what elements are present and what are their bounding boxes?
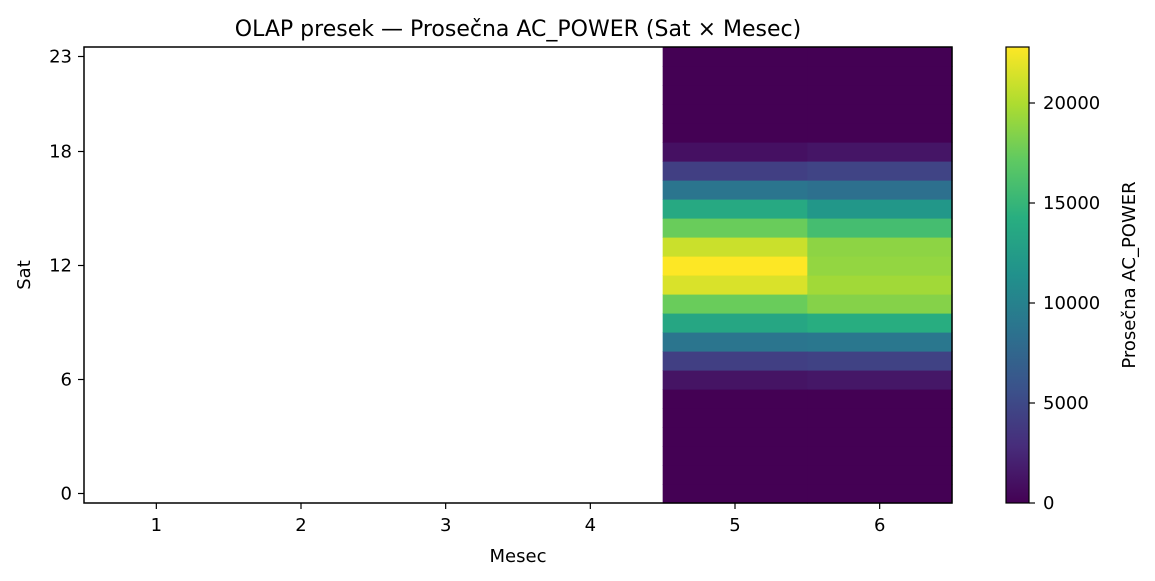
colorbar-tick-label: 15000 bbox=[1043, 193, 1100, 214]
x-axis-ticks: 1 2 3 4 5 6 bbox=[151, 503, 885, 536]
heatmap-cell bbox=[807, 465, 953, 485]
heatmap-cell bbox=[662, 85, 808, 105]
heatmap-cell bbox=[662, 66, 808, 86]
heatmap-cell bbox=[662, 465, 808, 485]
x-tick-label: 3 bbox=[440, 515, 451, 536]
y-tick-label: 23 bbox=[49, 47, 72, 68]
x-tick-label: 2 bbox=[295, 515, 306, 536]
colorbar-tick-label: 20000 bbox=[1043, 93, 1100, 114]
heatmap-cell bbox=[662, 389, 808, 409]
heatmap-cell bbox=[662, 313, 808, 333]
heatmap-cell bbox=[662, 370, 808, 390]
x-tick-label: 4 bbox=[585, 515, 596, 536]
heatmap-cell bbox=[807, 351, 953, 371]
heatmap-cell bbox=[807, 161, 953, 181]
heatmap-cell bbox=[807, 313, 953, 333]
heatmap-cell bbox=[807, 237, 953, 257]
y-tick-label: 18 bbox=[49, 142, 72, 163]
y-tick-label: 6 bbox=[61, 370, 72, 391]
y-tick-label: 12 bbox=[49, 256, 72, 277]
heatmap-cell bbox=[807, 446, 953, 466]
heatmap-cell bbox=[807, 484, 953, 504]
heatmap-cell bbox=[662, 123, 808, 143]
colorbar-label: Prosečna AC_POWER bbox=[1119, 181, 1140, 368]
colorbar bbox=[1005, 46, 1030, 504]
heatmap-cell bbox=[807, 47, 953, 67]
heatmap-cell bbox=[662, 484, 808, 504]
heatmap-cell bbox=[662, 199, 808, 219]
heatmap-cells bbox=[662, 47, 953, 504]
y-tick-label: 0 bbox=[61, 484, 72, 505]
heatmap-cell bbox=[807, 389, 953, 409]
heatmap-cell bbox=[807, 66, 953, 86]
heatmap-cell bbox=[807, 85, 953, 105]
heatmap-cell bbox=[662, 427, 808, 447]
x-axis-label: Mesec bbox=[490, 546, 547, 567]
x-tick-label: 6 bbox=[874, 515, 885, 536]
heatmap-cell bbox=[807, 275, 953, 295]
heatmap-cell bbox=[662, 104, 808, 124]
heatmap-cell bbox=[662, 275, 808, 295]
heatmap-cell bbox=[662, 294, 808, 314]
heatmap-cell bbox=[662, 408, 808, 428]
heatmap-cell bbox=[662, 446, 808, 466]
heatmap-cell bbox=[807, 294, 953, 314]
heatmap-cell bbox=[807, 370, 953, 390]
heatmap-cell bbox=[662, 180, 808, 200]
heatmap-cell bbox=[662, 237, 808, 257]
heatmap-cell bbox=[807, 142, 953, 162]
heatmap-cell bbox=[807, 180, 953, 200]
y-axis-label: Sat bbox=[14, 260, 35, 290]
heatmap-cell bbox=[807, 123, 953, 143]
x-tick-label: 1 bbox=[151, 515, 162, 536]
colorbar-tick-label: 10000 bbox=[1043, 293, 1100, 314]
heatmap-cell bbox=[662, 256, 808, 276]
heatmap-cell bbox=[662, 332, 808, 352]
heatmap-cell bbox=[662, 218, 808, 238]
heatmap-cell bbox=[662, 351, 808, 371]
plot-frame bbox=[83, 46, 953, 504]
heatmap-cell bbox=[807, 427, 953, 447]
y-axis-ticks: 0 6 12 18 23 bbox=[49, 47, 84, 505]
heatmap-cell bbox=[662, 47, 808, 67]
x-tick-label: 5 bbox=[729, 515, 740, 536]
colorbar-ticks: 0 5000 10000 15000 20000 bbox=[1029, 93, 1100, 514]
heatmap-cell bbox=[807, 332, 953, 352]
heatmap-cell bbox=[807, 104, 953, 124]
colorbar-tick-label: 0 bbox=[1043, 493, 1054, 514]
heatmap-cell bbox=[807, 408, 953, 428]
heatmap-cell bbox=[662, 161, 808, 181]
heatmap-cell bbox=[807, 256, 953, 276]
heatmap-cell bbox=[807, 199, 953, 219]
heatmap-cell bbox=[807, 218, 953, 238]
chart-title: OLAP presek — Prosečna AC_POWER (Sat × M… bbox=[235, 17, 801, 42]
colorbar-tick-label: 5000 bbox=[1043, 393, 1089, 414]
heatmap-cell bbox=[662, 142, 808, 162]
